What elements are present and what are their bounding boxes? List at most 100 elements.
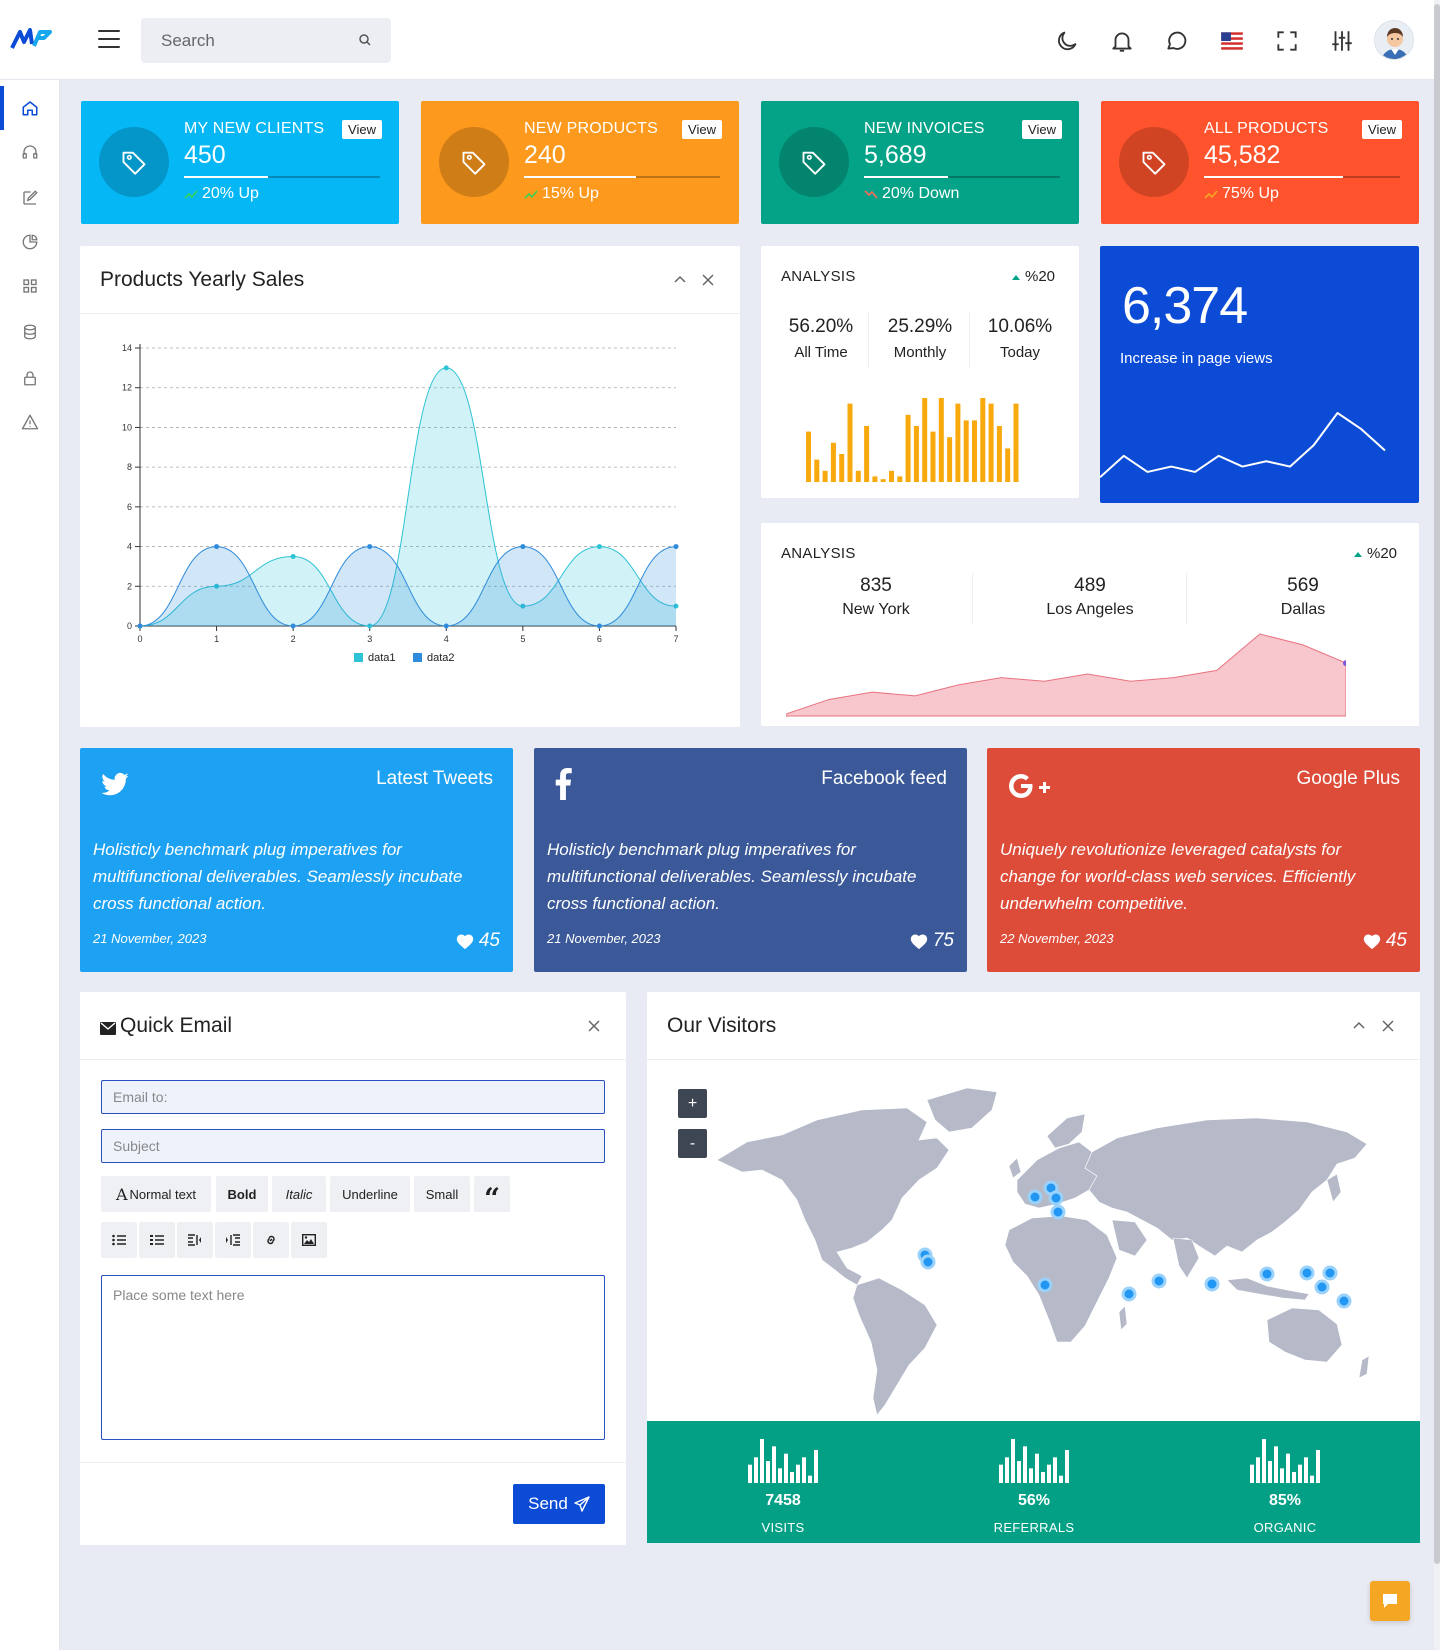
mini-bar — [1316, 1450, 1320, 1483]
map-zoom-in-button[interactable]: + — [678, 1089, 707, 1118]
logo[interactable] — [10, 26, 52, 52]
mini-bar — [814, 1450, 818, 1483]
sliders-icon[interactable] — [1329, 28, 1355, 54]
y-tick-label: 8 — [127, 462, 132, 472]
close-icon[interactable] — [1380, 1018, 1396, 1034]
normal-text-label: Normal text — [129, 1186, 197, 1202]
social-date: 22 November, 2023 — [1000, 931, 1114, 946]
bold-button[interactable]: Bold — [216, 1176, 268, 1212]
data-point-data2[interactable] — [443, 623, 449, 629]
x-tick-label: 7 — [673, 634, 678, 644]
data-point-data2[interactable] — [214, 544, 220, 550]
view-button[interactable]: View — [342, 120, 382, 139]
stat-change-text: 20% Down — [882, 185, 960, 202]
sidebar-item-support[interactable] — [0, 130, 60, 174]
fullscreen-icon[interactable] — [1274, 28, 1300, 54]
menu-toggle-icon[interactable] — [98, 30, 120, 50]
world-map[interactable] — [687, 1080, 1407, 1420]
quote-button[interactable]: “ — [474, 1176, 510, 1213]
stat-card-all-products: ALL PRODUCTS 45,582 75% Up View — [1101, 101, 1419, 224]
caret-up-icon — [1354, 551, 1362, 557]
collapse-icon[interactable] — [672, 272, 688, 288]
stat-change: 20% Down — [864, 185, 959, 203]
link-button[interactable] — [253, 1222, 289, 1258]
mini-bar — [1023, 1446, 1027, 1483]
visitor-stat-value: 85% — [1268, 1492, 1302, 1509]
data-point-data2[interactable] — [673, 544, 679, 550]
email-body-textarea[interactable] — [101, 1275, 605, 1440]
bell-icon[interactable] — [1109, 28, 1135, 54]
data-point-data2[interactable] — [367, 544, 373, 550]
analysis-badge: %20 — [1011, 268, 1055, 285]
data-point-data1[interactable] — [673, 603, 679, 609]
collapse-icon[interactable] — [1351, 1018, 1367, 1034]
email-to-field[interactable] — [101, 1080, 605, 1114]
indent-button[interactable] — [215, 1222, 251, 1258]
analysis-card-cities: ANALYSIS %20 835 New York 489 Los Angeles … — [761, 523, 1419, 726]
stat-card-products: NEW PRODUCTS 240 15% Up View — [421, 101, 739, 224]
unordered-list-button[interactable] — [101, 1222, 137, 1258]
stat-progress — [864, 176, 1060, 178]
data-point-data1[interactable] — [520, 603, 526, 609]
data-point-data1[interactable] — [367, 623, 373, 629]
view-button[interactable]: View — [1022, 120, 1062, 139]
tag-icon — [802, 151, 826, 175]
underline-button[interactable]: Underline — [330, 1176, 410, 1212]
page-scrollbar[interactable] — [1434, 0, 1440, 1650]
legend-label[interactable]: data1 — [368, 652, 396, 664]
visitor-stat-value: 7458 — [765, 1492, 801, 1509]
italic-button[interactable]: Italic — [272, 1176, 326, 1212]
legend-label[interactable]: data2 — [427, 652, 455, 664]
map-zoom-out-button[interactable]: - — [678, 1129, 707, 1158]
outdent-button[interactable] — [177, 1222, 213, 1258]
like-button[interactable]: 45 — [1362, 930, 1407, 952]
search-icon[interactable] — [358, 33, 372, 47]
data-point-data2[interactable] — [137, 623, 143, 629]
link-icon — [267, 1235, 275, 1245]
data-point-data2[interactable] — [596, 623, 602, 629]
close-icon[interactable] — [586, 1018, 602, 1034]
user-avatar[interactable] — [1374, 20, 1414, 60]
chat-icon[interactable] — [1164, 28, 1190, 54]
data-point-data1[interactable] — [214, 583, 220, 589]
mini-bar — [1304, 1457, 1308, 1483]
sidebar-item-apps[interactable] — [0, 264, 60, 308]
data-point-data2[interactable] — [290, 623, 296, 629]
data-point-data1[interactable] — [443, 365, 449, 371]
data-point-data1[interactable] — [596, 544, 602, 550]
sidebar-item-security[interactable] — [0, 356, 60, 400]
top-bar — [0, 0, 1440, 80]
ordered-list-button[interactable] — [139, 1222, 175, 1258]
small-button[interactable]: Small — [414, 1176, 470, 1212]
sidebar-item-database[interactable] — [0, 310, 60, 354]
like-button[interactable]: 75 — [909, 930, 954, 952]
y-tick-label: 6 — [127, 502, 132, 512]
data-point-data2[interactable] — [520, 544, 526, 550]
search-input[interactable] — [141, 18, 391, 63]
headset-icon — [22, 145, 38, 159]
data-point-data1[interactable] — [290, 554, 296, 559]
visitor-stat-value: 56% — [1017, 1492, 1051, 1509]
analysis-item: 489 Los Angeles — [1030, 575, 1150, 619]
sidebar-item-charts[interactable] — [0, 220, 60, 264]
us-flag-icon[interactable] — [1219, 28, 1245, 54]
close-icon[interactable] — [700, 272, 716, 288]
analysis-badge-text: %20 — [1367, 545, 1398, 562]
mini-bar — [1005, 1457, 1009, 1483]
view-button[interactable]: View — [1362, 120, 1402, 139]
moon-icon[interactable] — [1054, 28, 1080, 54]
subject-field[interactable] — [101, 1129, 605, 1163]
visitor-marker — [1314, 1279, 1330, 1295]
normal-text-button[interactable]: A Normal text — [101, 1176, 211, 1212]
floating-action-button[interactable] — [1370, 1581, 1410, 1621]
send-button[interactable]: Send — [513, 1484, 605, 1524]
sidebar-item-alerts[interactable] — [0, 400, 60, 444]
like-button[interactable]: 45 — [455, 930, 500, 952]
legend-swatch — [413, 653, 422, 662]
image-button[interactable] — [291, 1222, 327, 1258]
sidebar-item-edit[interactable] — [0, 176, 60, 220]
view-button[interactable]: View — [682, 120, 722, 139]
sidebar-item-home[interactable] — [0, 86, 60, 130]
analysis-item: 835 New York — [816, 575, 936, 619]
